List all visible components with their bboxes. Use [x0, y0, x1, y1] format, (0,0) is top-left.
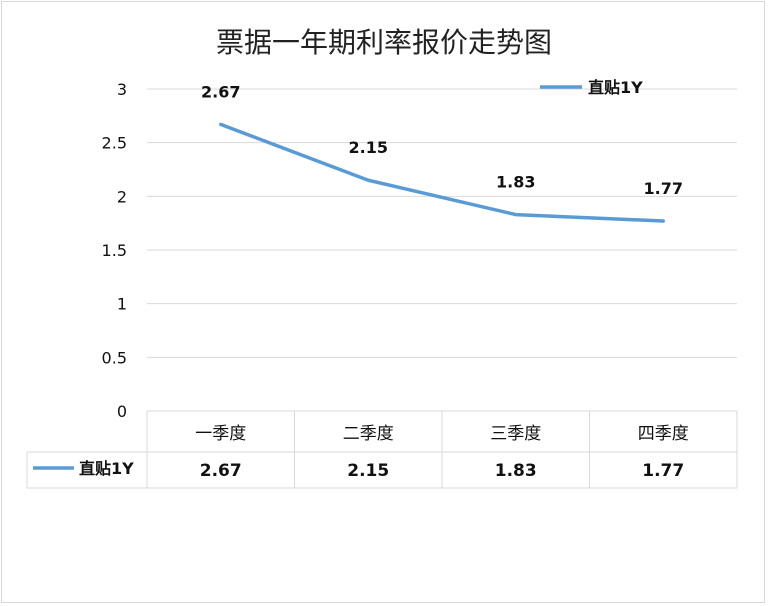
chart-title: 票据一年期利率报价走势图 — [216, 26, 552, 59]
y-axis-ticks: 0 0.5 1 1.5 2 2.5 3 — [102, 80, 127, 421]
series-layer — [219, 122, 665, 223]
table-value: 1.77 — [642, 461, 684, 481]
data-label: 2.67 — [201, 82, 240, 101]
legend-label: 直贴1Y — [588, 78, 643, 97]
legend: 直贴1Y — [540, 78, 643, 97]
table-row-label: 直贴1Y — [79, 459, 134, 478]
y-tick-label: 1.5 — [102, 241, 127, 260]
data-label: 1.77 — [644, 179, 683, 198]
table-value: 2.15 — [347, 461, 389, 481]
gridlines — [147, 88, 737, 358]
data-label: 2.15 — [349, 138, 388, 157]
data-labels: 2.67 2.15 1.83 1.77 — [201, 82, 683, 198]
y-tick-label: 2.5 — [102, 134, 127, 153]
y-tick-label: 3 — [117, 80, 127, 99]
data-label: 1.83 — [496, 173, 535, 192]
y-tick-label: 0 — [117, 402, 127, 421]
y-tick-label: 2 — [117, 187, 127, 206]
table-value: 1.83 — [495, 461, 537, 481]
y-tick-label: 1 — [117, 295, 127, 314]
x-category-label: 二季度 — [343, 424, 394, 444]
table-value: 2.67 — [200, 461, 242, 481]
x-category-label: 四季度 — [638, 424, 689, 444]
y-tick-label: 0.5 — [102, 348, 127, 367]
series-line — [219, 122, 665, 223]
x-category-label: 三季度 — [490, 424, 541, 444]
x-category-label: 一季度 — [195, 424, 246, 444]
